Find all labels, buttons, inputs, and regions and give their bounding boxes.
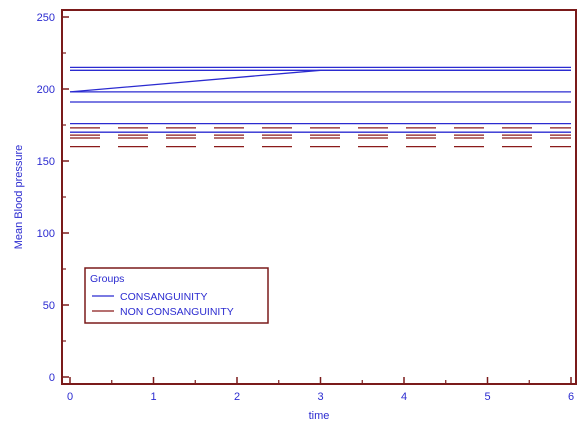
y-tick-label: 200 <box>37 84 55 96</box>
y-tick-label: 150 <box>37 156 55 168</box>
legend-title: Groups <box>90 273 124 285</box>
x-tick-label: 0 <box>67 391 73 403</box>
x-tick-label: 4 <box>401 391 407 403</box>
x-tick-label: 3 <box>317 391 323 403</box>
legend-label-non-consanguinity: NON CONSANGUINITY <box>120 306 234 318</box>
x-axis-title: time <box>309 410 330 421</box>
y-tick-label: 50 <box>43 300 55 312</box>
x-axis-ticks: 0 1 2 3 4 5 6 <box>67 377 574 403</box>
y-tick-label: 0 <box>49 372 55 384</box>
series-layer <box>70 67 571 146</box>
x-tick-label: 1 <box>150 391 156 403</box>
legend-label-consanguinity: CONSANGUINITY <box>120 291 208 303</box>
x-tick-label: 2 <box>234 391 240 403</box>
y-tick-label: 250 <box>37 12 55 24</box>
legend: Groups CONSANGUINITY NON CONSANGUINITY <box>85 268 268 323</box>
y-axis-ticks: 0 50 100 150 200 250 <box>37 12 69 384</box>
y-axis-title: Mean Blood pressure <box>13 145 25 250</box>
y-tick-label: 100 <box>37 228 55 240</box>
series-line-consanguinity <box>70 70 571 92</box>
plot-frame <box>62 10 576 384</box>
x-tick-label: 5 <box>484 391 490 403</box>
x-tick-label: 6 <box>568 391 574 403</box>
